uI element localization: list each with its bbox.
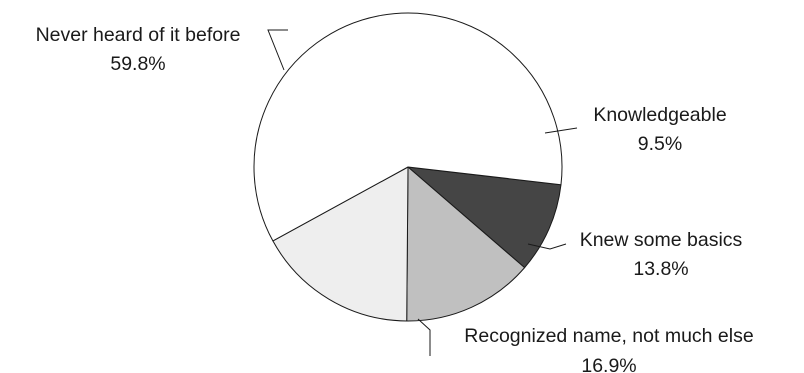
pie-slices bbox=[253, 12, 563, 322]
slice-label-recognized-name: Recognized name, not much else bbox=[464, 325, 753, 347]
slice-value-knowledgeable: 9.5% bbox=[638, 133, 682, 155]
pie-slice-knew-some-basics bbox=[406, 166, 526, 322]
leader-line-never-heard bbox=[267, 29, 288, 71]
slice-value-knew-some-basics: 13.8% bbox=[633, 258, 688, 280]
slice-label-knowledgeable: Knowledgeable bbox=[593, 104, 726, 126]
leader-lines bbox=[267, 29, 578, 356]
slice-label-knew-some-basics: Knew some basics bbox=[580, 229, 743, 251]
slice-value-never-heard: 59.8% bbox=[110, 53, 165, 75]
pie-slice-recognized-name bbox=[272, 166, 409, 322]
leader-line-recognized-name bbox=[417, 318, 431, 356]
slice-label-never-heard: Never heard of it before bbox=[36, 24, 241, 46]
slice-value-recognized-name: 16.9% bbox=[581, 355, 636, 373]
pie-slice-never-heard bbox=[253, 12, 563, 242]
slice-labels: Knowledgeable 9.5% Knew some basics 13.8% Re… bbox=[36, 24, 754, 373]
leader-line-knowledgeable bbox=[544, 127, 578, 134]
pie-slice-knowledgeable bbox=[407, 166, 562, 269]
leader-line-knew-some-basics bbox=[527, 243, 567, 250]
